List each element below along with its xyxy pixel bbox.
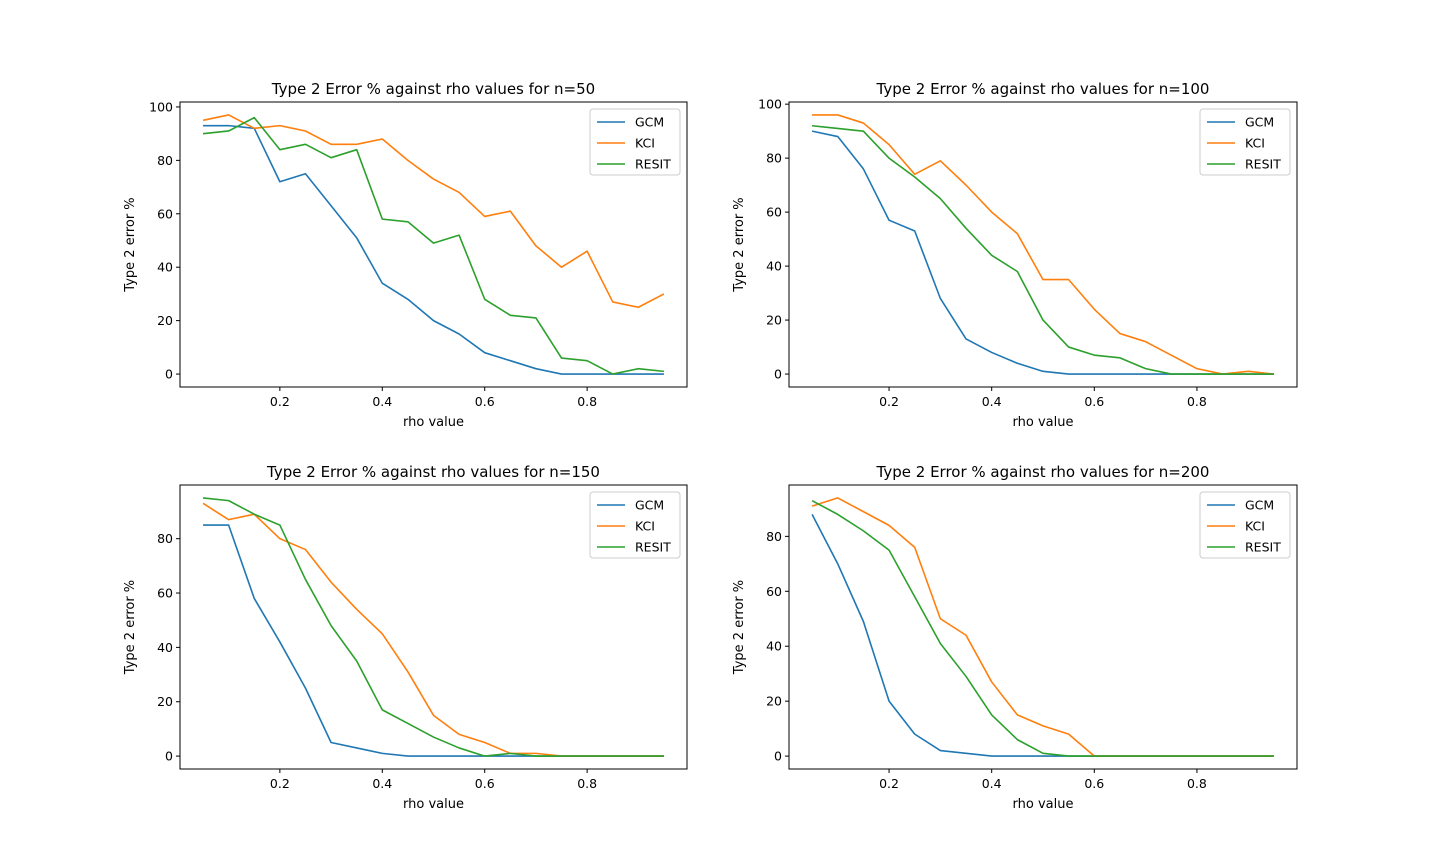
- legend-box: [589, 108, 681, 176]
- x-axis-label: rho value: [1013, 797, 1074, 812]
- y-tick-label: 80: [157, 153, 173, 168]
- x-tick-label: 0.4: [372, 394, 392, 409]
- axes-frame: [179, 101, 688, 388]
- y-tick-label: 0: [165, 367, 173, 382]
- chart-title: Type 2 Error % against rho values for n=…: [271, 80, 595, 98]
- x-axis-label: rho value: [403, 415, 464, 430]
- y-tick-label: 60: [157, 206, 173, 221]
- legend-label-kci: KCI: [635, 519, 655, 534]
- y-tick-label: 20: [157, 313, 173, 328]
- chart-title: Type 2 Error % against rho values for n=…: [876, 80, 1210, 98]
- series-line-resit: [202, 116, 665, 375]
- x-axis-label: rho value: [403, 797, 464, 812]
- x-tick-label: 0.8: [1187, 776, 1207, 791]
- x-tick-label: 0.8: [577, 394, 597, 409]
- series-line-kci: [202, 114, 665, 309]
- x-tick-label: 0.2: [270, 776, 290, 791]
- x-tick-label: 0.4: [372, 776, 392, 791]
- x-tick-label: 0.2: [879, 394, 899, 409]
- legend-label-resit: RESIT: [635, 157, 671, 172]
- y-tick-label: 80: [766, 151, 782, 166]
- y-tick-label: 0: [774, 367, 782, 382]
- legend-label-kci: KCI: [1245, 519, 1265, 534]
- legend-label-resit: RESIT: [1245, 540, 1281, 555]
- series-line-gcm: [203, 124, 664, 375]
- x-tick-label: 0.2: [879, 776, 899, 791]
- legend-label-kci: KCI: [1245, 136, 1265, 151]
- chart-title: Type 2 Error % against rho values for n=…: [266, 463, 600, 481]
- series-line-kci: [812, 114, 1274, 375]
- y-tick-label: 0: [165, 749, 173, 764]
- legend: GCM KCI RESIT: [589, 491, 681, 559]
- legend-label-resit: RESIT: [1245, 157, 1281, 172]
- subplot-3: Type 2 Error % against rho values for n=…: [123, 463, 688, 812]
- legend: GCM KCI RESIT: [589, 108, 681, 176]
- legend-label-kci: KCI: [635, 136, 655, 151]
- y-tick-label: 20: [766, 694, 782, 709]
- x-axis-label: rho value: [1013, 415, 1074, 430]
- x-tick-label: 0.6: [475, 776, 495, 791]
- y-tick-label: 60: [766, 584, 782, 599]
- legend-box: [1199, 491, 1291, 559]
- y-tick-label: 100: [758, 97, 782, 112]
- subplot-1: Type 2 Error % against rho values for n=…: [123, 80, 688, 430]
- x-tick-label: 0.4: [982, 776, 1002, 791]
- legend: GCM KCI RESIT: [1199, 108, 1291, 176]
- legend-label-gcm: GCM: [635, 498, 664, 513]
- series-line-resit: [812, 124, 1274, 375]
- x-tick-label: 0.6: [1084, 394, 1104, 409]
- y-axis-label: Type 2 error %: [732, 580, 747, 675]
- x-tick-label: 0.4: [982, 394, 1002, 409]
- x-tick-label: 0.6: [1084, 776, 1104, 791]
- x-tick-label: 0.2: [270, 394, 290, 409]
- legend-label-gcm: GCM: [635, 115, 664, 130]
- series-line-gcm: [203, 524, 664, 757]
- axes-frame: [179, 484, 688, 770]
- y-axis-label: Type 2 error %: [732, 197, 747, 292]
- legend-box: [1199, 108, 1291, 176]
- legend-box: [589, 491, 681, 559]
- axes-frame: [788, 484, 1298, 770]
- subplot-2: Type 2 Error % against rho values for n=…: [732, 80, 1298, 430]
- y-tick-label: 80: [157, 531, 173, 546]
- x-tick-label: 0.8: [577, 776, 597, 791]
- y-tick-label: 60: [157, 586, 173, 601]
- legend-label-resit: RESIT: [635, 540, 671, 555]
- legend-label-gcm: GCM: [1245, 498, 1274, 513]
- x-tick-label: 0.8: [1187, 394, 1207, 409]
- legend-label-gcm: GCM: [1245, 115, 1274, 130]
- y-axis-label: Type 2 error %: [123, 197, 138, 292]
- x-tick-label: 0.6: [475, 394, 495, 409]
- y-axis-label: Type 2 error %: [123, 580, 138, 675]
- legend: GCM KCI RESIT: [1199, 491, 1291, 559]
- series-line-resit: [811, 499, 1274, 757]
- series-line-resit: [202, 497, 664, 757]
- y-tick-label: 80: [766, 529, 782, 544]
- y-tick-label: 0: [774, 749, 782, 764]
- y-tick-label: 100: [149, 99, 173, 114]
- y-tick-label: 20: [766, 313, 782, 328]
- y-tick-label: 40: [157, 640, 173, 655]
- y-tick-label: 40: [157, 260, 173, 275]
- y-tick-label: 40: [766, 639, 782, 654]
- subplot-4: Type 2 Error % against rho values for n=…: [732, 463, 1298, 812]
- y-tick-label: 40: [766, 259, 782, 274]
- y-tick-label: 20: [157, 694, 173, 709]
- axes-frame: [788, 101, 1298, 388]
- chart-title: Type 2 Error % against rho values for n=…: [876, 463, 1210, 481]
- y-tick-label: 60: [766, 205, 782, 220]
